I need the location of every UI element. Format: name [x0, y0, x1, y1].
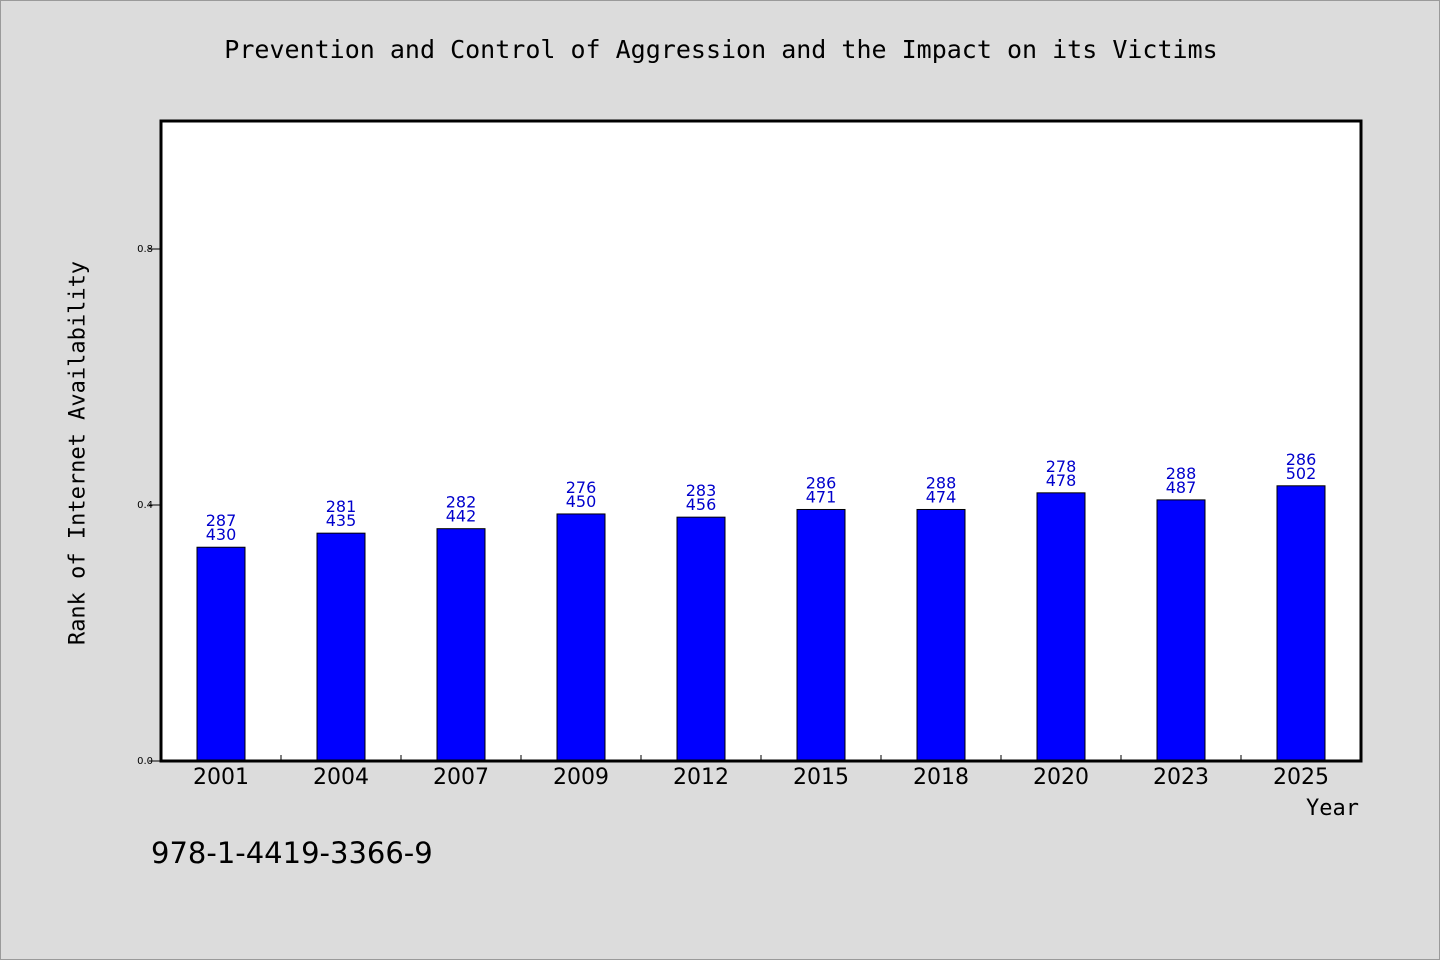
bar — [796, 508, 846, 762]
x-axis-label: Year — [1306, 796, 1359, 821]
bar-label-bottom: 474 — [926, 487, 957, 506]
bar-label-top: 286 — [1286, 450, 1317, 469]
bar — [1156, 499, 1206, 762]
bar-label-bottom: 435 — [326, 511, 357, 530]
bar-label-bottom: 456 — [686, 495, 717, 514]
bar — [916, 508, 966, 762]
bar-label-bottom: 450 — [566, 492, 597, 511]
y-tick-label: 0.0 — [137, 756, 153, 767]
bar — [1036, 492, 1086, 762]
x-tick-label: 2012 — [673, 765, 729, 790]
bar-label-bottom: 478 — [1046, 471, 1077, 490]
bar-label-top: 283 — [686, 481, 717, 500]
bar-label-top: 288 — [926, 473, 957, 492]
bar-label-top: 288 — [1166, 464, 1197, 483]
x-tick-label: 2015 — [793, 765, 849, 790]
x-tick-label: 2020 — [1033, 765, 1089, 790]
x-tick-label: 2023 — [1153, 765, 1209, 790]
bar-label-bottom: 487 — [1166, 478, 1197, 497]
y-tick-label: 0.8 — [137, 244, 153, 255]
bar-label-bottom: 502 — [1286, 464, 1317, 483]
bar-label-top: 286 — [806, 473, 837, 492]
bar-label-bottom: 471 — [806, 487, 837, 506]
bar — [556, 513, 606, 762]
isbn-text: 978-1-4419-3366-9 — [151, 836, 433, 870]
x-tick-label: 2007 — [433, 765, 489, 790]
bar — [316, 532, 366, 762]
chart-title: Prevention and Control of Aggression and… — [224, 35, 1218, 64]
x-tick-label: 2001 — [193, 765, 249, 790]
x-tick-label: 2018 — [913, 765, 969, 790]
bar — [676, 516, 726, 762]
x-tick-label: 2025 — [1273, 765, 1329, 790]
plot-frame — [159, 119, 1363, 763]
bar — [436, 528, 486, 762]
bar-label-top: 287 — [206, 511, 237, 530]
bar-label-bottom: 430 — [206, 525, 237, 544]
bar-label-top: 278 — [1046, 457, 1077, 476]
bar — [196, 546, 246, 762]
x-tick-label: 2004 — [313, 765, 369, 790]
bar-label-top: 282 — [446, 493, 477, 512]
y-tick-label: 0.4 — [137, 500, 153, 511]
bar-label-bottom: 442 — [446, 507, 477, 526]
bar-label-top: 276 — [566, 478, 597, 497]
bar-label-top: 281 — [326, 497, 357, 516]
bar — [1276, 485, 1326, 762]
x-tick-label: 2009 — [553, 765, 609, 790]
